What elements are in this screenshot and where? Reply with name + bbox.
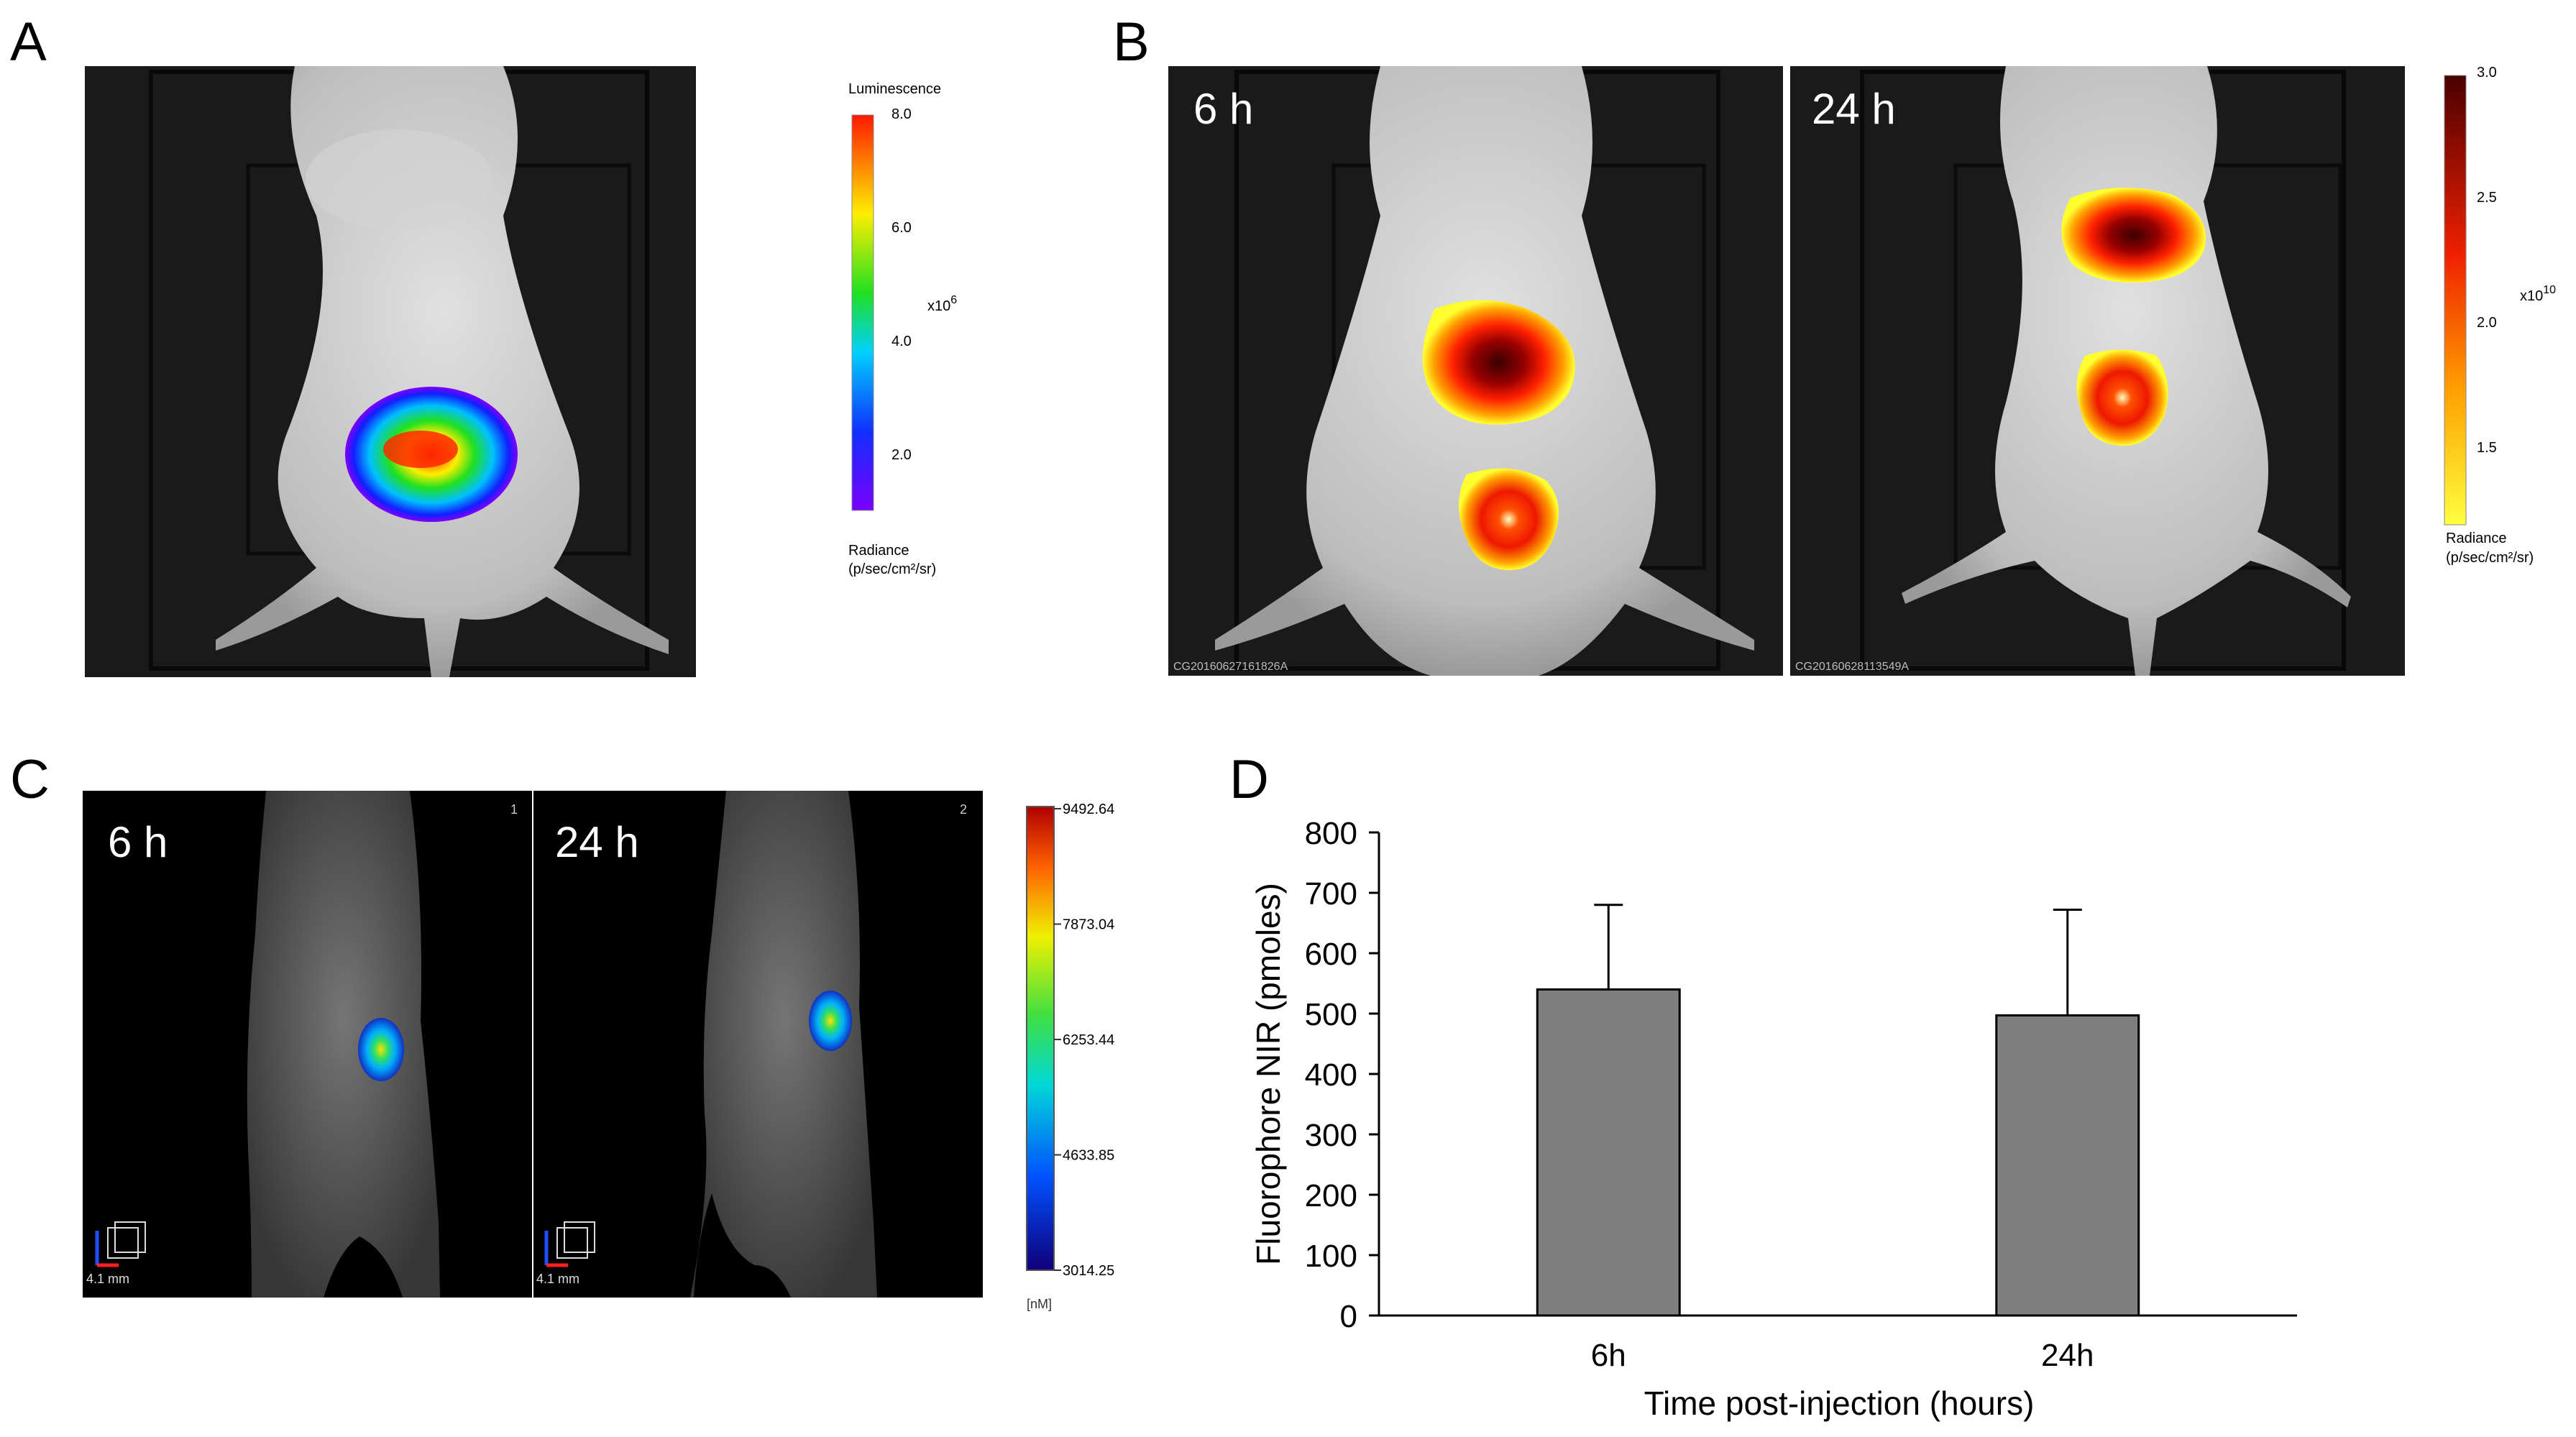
panel-b-image-24h: 24 h CG20160628113549A [1790,66,2405,676]
y-tick-label: 300 [1305,1118,1357,1153]
panel-c-image-24h: 24 h 2 4.1 mm [533,791,983,1298]
colorbar-a-tick-label: 2.0 [891,447,912,463]
y-tick-label: 100 [1305,1239,1357,1274]
scale-title-a: Luminescence [848,81,941,97]
scale-label-c-6h: 4.1 mm [86,1272,129,1286]
y-tick-label: 600 [1305,937,1357,972]
mouse-silhouette [216,66,669,677]
time-label-b-24h: 24 h [1812,85,1896,133]
panel-letter-d: D [1229,749,1269,810]
colorbar-b-tick-label: 2.0 [2477,315,2497,331]
time-label-b-6h: 6 h [1193,85,1253,133]
y-axis-label: Fluorophore NIR (pmoles) [1250,883,1287,1265]
colorbar-b [2444,75,2467,525]
colorbar-a-tick-label: 8.0 [891,106,912,122]
unit-a-line1: Radiance [848,543,909,559]
colorbar-a-tick-label: 4.0 [891,334,912,349]
colorbar-c-tick-label: 4633.85 [1063,1148,1114,1164]
panel-letter-a: A [10,12,47,73]
colorbar-c [1026,806,1055,1271]
unit-a-line2: (p/sec/cm²/sr) [848,561,936,577]
bar-6h [1536,988,1681,1317]
unit-b-line1: Radiance [2446,531,2507,546]
y-tick-label: 800 [1305,816,1357,851]
panel-letter-c: C [10,749,50,810]
colorbar-c-tick-label: 7873.04 [1063,917,1114,933]
colorbar-b-tick-label: 1.5 [2477,440,2497,456]
luminescence-signal [345,387,518,522]
colorbar-c-tick-label: 6253.44 [1063,1032,1114,1048]
panel-b-image-6h: 6 h CG20160627161826A [1168,66,1783,676]
colorbar-b-tick-label: 3.0 [2477,65,2497,81]
panel-b: B 6 h CG20160627161826A 24 h CG201606281… [1113,12,2556,676]
unit-b-line2: (p/sec/cm²/sr) [2446,550,2534,566]
colorbar-c-tick-label: 9492.64 [1063,802,1114,817]
panel-a: A Luminescence 8.0 6.0 4.0 2.0 x106 Radianc… [10,12,957,677]
time-label-c-24h: 24 h [555,818,639,866]
orientation-cube-c-24h [544,1221,595,1267]
image-id-b-24h: CG20160628113549A [1795,661,1909,673]
bar-chart: 0 100 200 300 400 500 600 700 800 6h 24h Fluoropho… [1250,816,2297,1422]
panel-a-image [85,66,696,677]
y-tick-label: 0 [1340,1299,1357,1334]
colorbar-a-tick-label: 6.0 [891,220,912,236]
y-tick-label: 200 [1305,1178,1357,1213]
unit-c: [nM] [1027,1297,1052,1311]
panel-d: D 0 100 200 300 400 500 600 700 800 6h 24h Fluorop… [1229,749,2297,1422]
x-tick-label: 24h [2041,1338,2094,1373]
panel-c: C 6 h 1 4.1 mm 24 h 2 [10,749,1114,1311]
colorbar-b-tick-label: 2.5 [2477,190,2497,206]
multiplier-a: x106 [927,294,957,314]
y-tick-label: 700 [1305,876,1357,912]
multiplier-b: x1010 [2520,284,2556,304]
y-tick-label: 400 [1305,1057,1357,1093]
x-tick-label: 6h [1591,1338,1626,1373]
image-index-c-24h: 2 [960,802,967,817]
orientation-cube-c-6h [95,1221,146,1267]
panel-c-image-6h: 6 h 1 4.1 mm [83,791,532,1298]
panel-a-colorbar: Luminescence 8.06.04.02.0 x106 Radiance … [848,81,957,577]
panel-letter-b: B [1113,12,1150,73]
x-axis-label: Time post-injection (hours) [1644,1385,2035,1422]
image-id-b-6h: CG20160627161826A [1173,661,1288,673]
colorbar-a [851,114,874,511]
bar-24h [1995,1014,2140,1317]
panel-b-colorbar: 3.0 2.5 2.0 1.5 x1010 Radiance (p/sec/cm²/s… [2444,65,2556,566]
y-tick-label: 500 [1305,997,1357,1032]
panel-c-colorbar: 9492.64 7873.04 6253.44 4633.85 3014.25 [nM] [1026,802,1114,1311]
colorbar-c-tick-label: 3014.25 [1063,1263,1114,1279]
time-label-c-6h: 6 h [108,818,168,866]
image-index-c-6h: 1 [510,802,518,817]
scale-label-c-24h: 4.1 mm [536,1272,579,1286]
